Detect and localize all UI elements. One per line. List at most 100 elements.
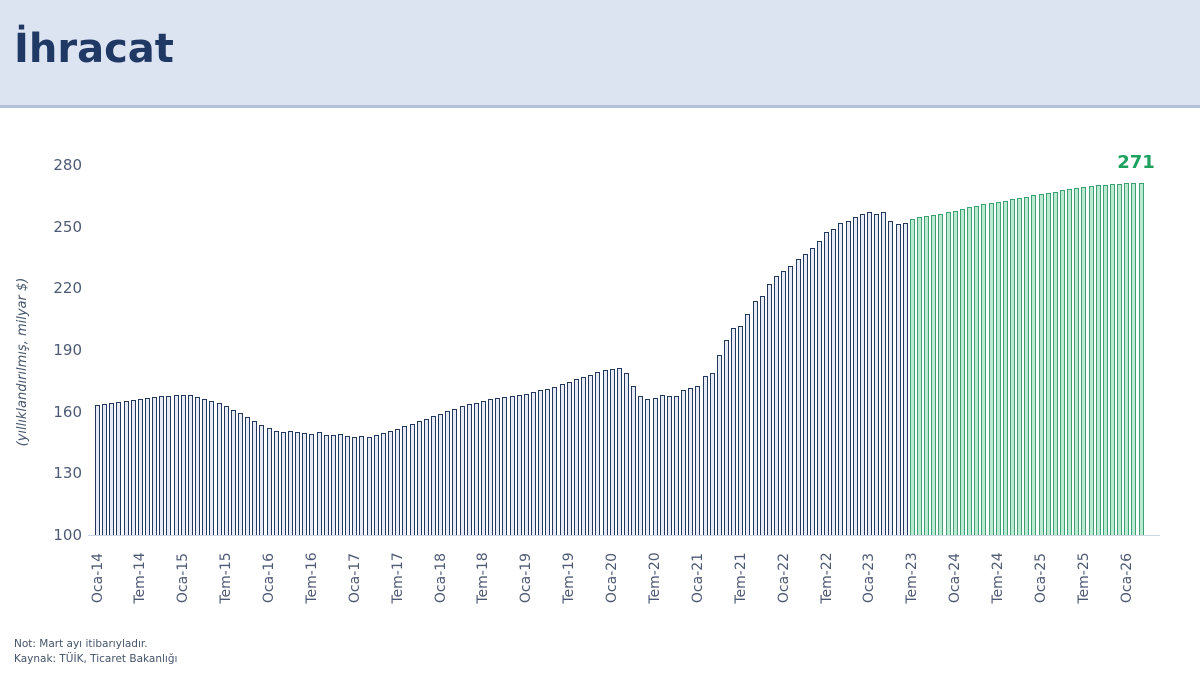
bar bbox=[130, 399, 136, 535]
y-tick-label: 280 bbox=[53, 155, 82, 174]
bar bbox=[1095, 185, 1101, 535]
bar bbox=[438, 413, 444, 535]
x-tick-label: Tem-20 bbox=[647, 552, 664, 604]
bar bbox=[609, 368, 615, 535]
bar bbox=[745, 314, 751, 535]
x-tick-label: Tem-18 bbox=[475, 552, 492, 604]
bar bbox=[659, 394, 665, 535]
bar bbox=[145, 397, 151, 535]
bar bbox=[466, 404, 472, 535]
bar bbox=[981, 204, 987, 535]
bar bbox=[781, 271, 787, 535]
bar bbox=[795, 259, 801, 535]
bar bbox=[309, 434, 315, 535]
x-tick-label: Tem-17 bbox=[389, 552, 406, 604]
bar bbox=[1009, 199, 1015, 535]
bar bbox=[924, 215, 930, 535]
x-tick-label: Tem-21 bbox=[732, 552, 749, 604]
bar bbox=[137, 398, 143, 535]
bar bbox=[509, 395, 515, 535]
page-title: İhracat bbox=[14, 26, 174, 72]
bar bbox=[859, 214, 865, 535]
bar bbox=[881, 212, 887, 535]
bar bbox=[459, 406, 465, 535]
bar bbox=[845, 220, 851, 535]
x-tick-label: Tem-19 bbox=[561, 552, 578, 604]
bar bbox=[1110, 184, 1116, 535]
bar bbox=[516, 394, 522, 535]
bar bbox=[488, 399, 494, 535]
bar bbox=[359, 436, 365, 535]
bar bbox=[273, 430, 279, 535]
bar bbox=[995, 201, 1001, 535]
bar bbox=[1067, 189, 1073, 535]
bar bbox=[395, 428, 401, 535]
bar bbox=[974, 205, 980, 535]
x-tick-label: Tem-22 bbox=[818, 552, 835, 604]
x-axis-line bbox=[88, 535, 1160, 536]
x-tick-label: Oca-19 bbox=[518, 552, 535, 604]
bar bbox=[180, 394, 186, 535]
bar bbox=[152, 396, 158, 535]
y-tick-label: 190 bbox=[53, 340, 82, 359]
x-tick-label: Oca-24 bbox=[947, 552, 964, 604]
bar bbox=[588, 374, 594, 535]
bar bbox=[173, 395, 179, 535]
bar bbox=[1117, 183, 1123, 535]
bar bbox=[531, 392, 537, 535]
bar bbox=[802, 254, 808, 535]
bar bbox=[1024, 196, 1030, 535]
bar bbox=[545, 388, 551, 535]
x-tick-label: Oca-23 bbox=[861, 552, 878, 604]
bar bbox=[538, 390, 544, 535]
bar bbox=[938, 213, 944, 535]
bar bbox=[416, 421, 422, 535]
bar bbox=[366, 436, 372, 535]
bar bbox=[345, 436, 351, 535]
bar bbox=[595, 372, 601, 535]
x-tick-label: Oca-26 bbox=[1118, 552, 1135, 604]
bar bbox=[316, 432, 322, 535]
bar bbox=[402, 426, 408, 535]
bar bbox=[380, 433, 386, 535]
x-tick-label: Tem-16 bbox=[303, 552, 320, 604]
bar bbox=[116, 401, 122, 535]
bar bbox=[102, 404, 108, 535]
bar bbox=[123, 400, 129, 535]
bar bbox=[1124, 183, 1130, 535]
bar bbox=[695, 385, 701, 535]
bar bbox=[581, 376, 587, 535]
bar bbox=[888, 220, 894, 535]
bar bbox=[388, 431, 394, 535]
bar bbox=[724, 339, 730, 535]
bar bbox=[409, 423, 415, 535]
x-tick-label: Oca-18 bbox=[432, 552, 449, 604]
bar bbox=[373, 435, 379, 535]
bar bbox=[295, 432, 301, 535]
bar bbox=[652, 397, 658, 535]
y-tick-label: 100 bbox=[53, 526, 82, 544]
bar bbox=[866, 212, 872, 535]
bar bbox=[774, 275, 780, 535]
bar bbox=[702, 376, 708, 535]
bar bbox=[352, 436, 358, 535]
bar bbox=[452, 408, 458, 535]
bar bbox=[266, 427, 272, 535]
bar bbox=[445, 411, 451, 535]
bar bbox=[473, 402, 479, 535]
bar bbox=[902, 222, 908, 535]
note-line-1: Not: Mart ayı itibarıyladır. bbox=[14, 638, 148, 650]
bar bbox=[759, 295, 765, 535]
bar bbox=[673, 395, 679, 535]
bar bbox=[252, 420, 258, 535]
bar bbox=[738, 326, 744, 535]
bar bbox=[967, 207, 973, 535]
bar bbox=[1017, 198, 1023, 535]
bar bbox=[788, 265, 794, 535]
y-tick-label: 160 bbox=[53, 402, 82, 421]
bar bbox=[1088, 186, 1094, 535]
bar bbox=[602, 370, 608, 535]
x-tick-label: Oca-14 bbox=[89, 552, 106, 604]
y-tick-label: 130 bbox=[53, 464, 82, 483]
